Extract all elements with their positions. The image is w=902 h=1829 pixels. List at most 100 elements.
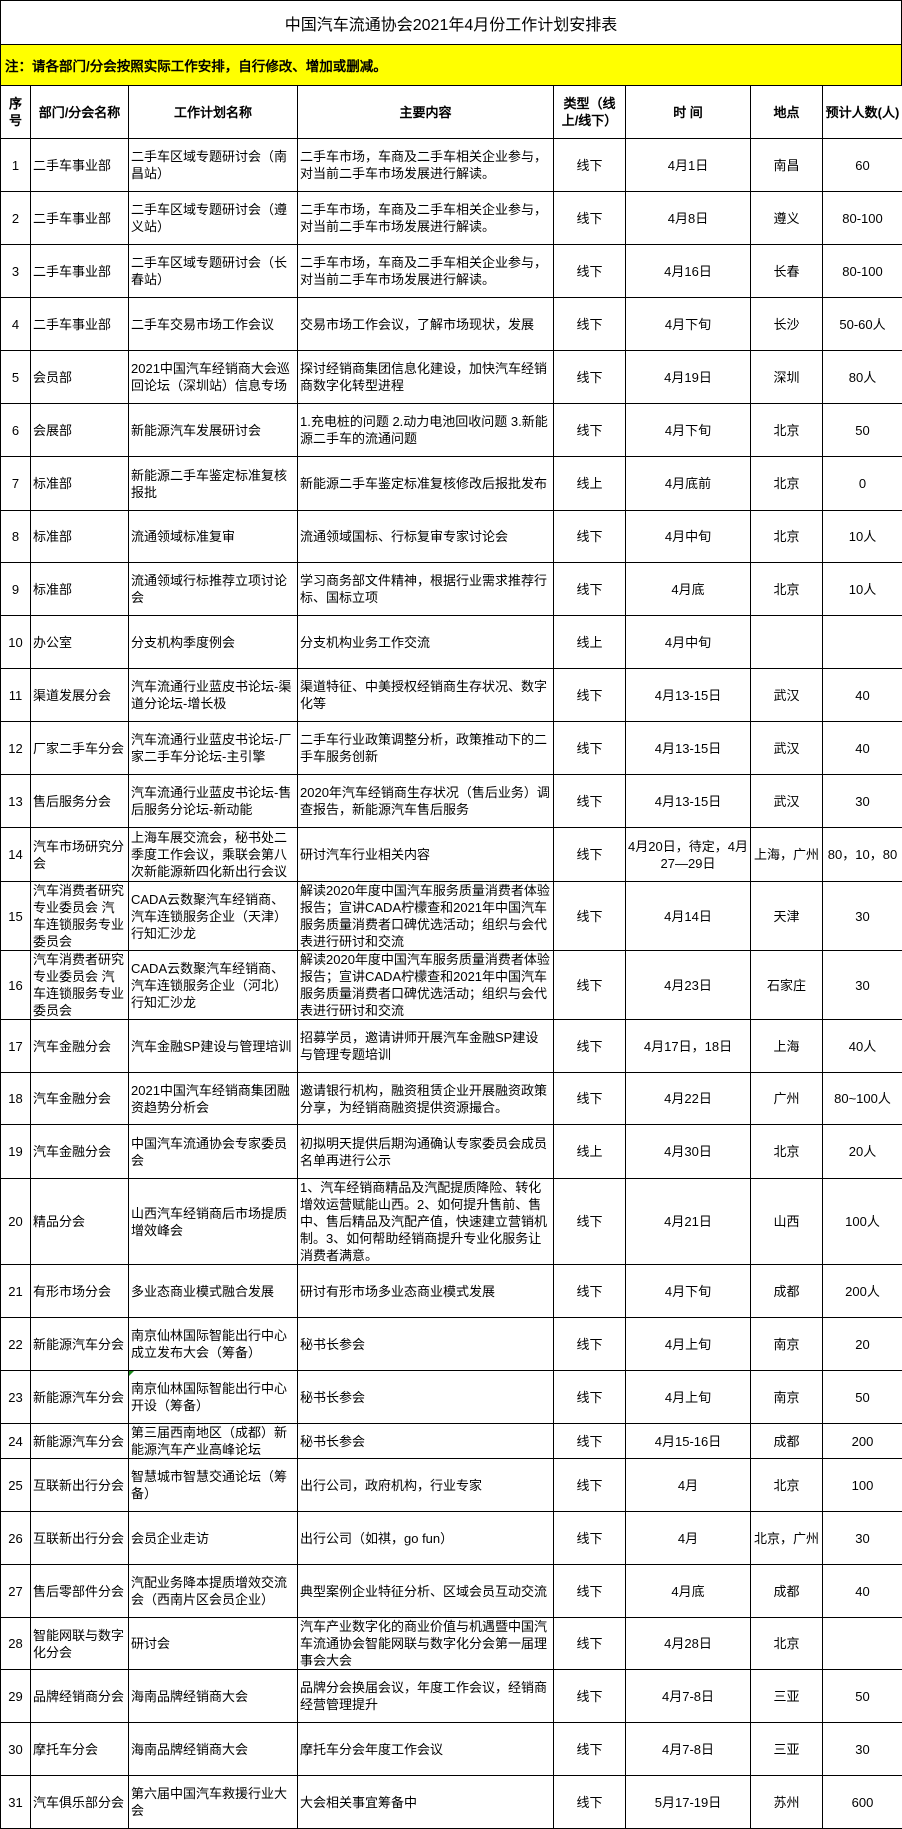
cell-content[interactable]: 新能源二手车鉴定标准复核修改后报批发布 (298, 457, 554, 511)
cell-type[interactable]: 线下 (554, 775, 626, 828)
cell-content[interactable]: 解读2020年度中国汽车服务质量消费者体验报告；宣讲CADA柠檬查和2021年中… (298, 951, 554, 1020)
cell-type[interactable]: 线下 (554, 351, 626, 404)
cell-index[interactable]: 25 (1, 1459, 31, 1512)
cell-location[interactable]: 北京 (751, 404, 823, 457)
cell-content[interactable]: 品牌分会换届会议，年度工作会议，经销商经营管理提升 (298, 1670, 554, 1723)
cell-content[interactable]: 1.充电桩的问题 2.动力电池回收问题 3.新能源二手车的流通问题 (298, 404, 554, 457)
cell-type[interactable]: 线下 (554, 1512, 626, 1565)
cell-time[interactable]: 4月7-8日 (626, 1723, 751, 1776)
cell-location[interactable]: 北京 (751, 511, 823, 563)
cell-index[interactable]: 24 (1, 1424, 31, 1459)
cell-time[interactable]: 4月下旬 (626, 298, 751, 351)
cell-index[interactable]: 11 (1, 669, 31, 722)
cell-content[interactable]: 汽车产业数字化的商业价值与机遇暨中国汽车流通协会智能网联与数字化分会第一届理事会… (298, 1618, 554, 1670)
cell-plan-name[interactable]: 智慧城市智慧交通论坛（筹备） (129, 1459, 298, 1512)
cell-plan-name[interactable]: 研讨会 (129, 1618, 298, 1670)
cell-attendees[interactable]: 80~100人 (823, 1073, 902, 1125)
cell-department[interactable]: 新能源汽车分会 (31, 1424, 129, 1459)
cell-location[interactable]: 北京 (751, 563, 823, 616)
cell-index[interactable]: 29 (1, 1670, 31, 1723)
cell-department[interactable]: 渠道发展分会 (31, 669, 129, 722)
cell-content[interactable]: 2020年汽车经销商生存状况（售后业务）调查报告，新能源汽车售后服务 (298, 775, 554, 828)
cell-location[interactable] (751, 616, 823, 669)
cell-department[interactable]: 有形市场分会 (31, 1265, 129, 1318)
cell-content[interactable]: 探讨经销商集团信息化建设，加快汽车经销商数字化转型进程 (298, 351, 554, 404)
cell-plan-name[interactable]: 汽车金融SP建设与管理培训 (129, 1020, 298, 1073)
cell-plan-name[interactable]: 汽车流通行业蓝皮书论坛-渠道分论坛-增长极 (129, 669, 298, 722)
cell-department[interactable]: 互联新出行分会 (31, 1459, 129, 1512)
cell-content[interactable]: 初拟明天提供后期沟通确认专家委员会成员名单再进行公示 (298, 1125, 554, 1179)
cell-location[interactable]: 山西 (751, 1179, 823, 1265)
cell-time[interactable]: 4月下旬 (626, 1265, 751, 1318)
cell-plan-name[interactable]: 汽车流通行业蓝皮书论坛-厂家二手车分论坛-主引擎 (129, 722, 298, 775)
cell-index[interactable]: 18 (1, 1073, 31, 1125)
cell-plan-name[interactable]: 二手车区域专题研讨会（南昌站） (129, 139, 298, 192)
cell-plan-name[interactable]: 新能源二手车鉴定标准复核报批 (129, 457, 298, 511)
cell-location[interactable]: 武汉 (751, 669, 823, 722)
cell-department[interactable]: 二手车事业部 (31, 139, 129, 192)
cell-location[interactable]: 上海 (751, 1020, 823, 1073)
cell-type[interactable]: 线下 (554, 951, 626, 1020)
cell-type[interactable]: 线下 (554, 1670, 626, 1723)
cell-time[interactable]: 4月13-15日 (626, 775, 751, 828)
cell-attendees[interactable]: 100人 (823, 1179, 902, 1265)
cell-department[interactable]: 汽车俱乐部分会 (31, 1776, 129, 1829)
cell-index[interactable]: 14 (1, 828, 31, 882)
cell-type[interactable]: 线下 (554, 1371, 626, 1424)
cell-attendees[interactable]: 80，10，80 (823, 828, 902, 882)
cell-department[interactable]: 品牌经销商分会 (31, 1670, 129, 1723)
cell-location[interactable]: 三亚 (751, 1723, 823, 1776)
cell-department[interactable]: 标准部 (31, 457, 129, 511)
cell-location[interactable]: 遵义 (751, 192, 823, 245)
cell-location[interactable]: 武汉 (751, 722, 823, 775)
cell-content[interactable]: 交易市场工作会议，了解市场现状，发展 (298, 298, 554, 351)
cell-type[interactable]: 线下 (554, 1776, 626, 1829)
cell-index[interactable]: 22 (1, 1318, 31, 1371)
cell-attendees[interactable]: 10人 (823, 563, 902, 616)
cell-time[interactable]: 4月上旬 (626, 1371, 751, 1424)
cell-content[interactable]: 解读2020年度中国汽车服务质量消费者体验报告；宣讲CADA柠檬查和2021年中… (298, 882, 554, 951)
cell-index[interactable]: 1 (1, 139, 31, 192)
cell-index[interactable]: 19 (1, 1125, 31, 1179)
cell-plan-name[interactable]: CADA云数聚汽车经销商、汽车连锁服务企业（天津）行知汇沙龙 (129, 882, 298, 951)
cell-index[interactable]: 30 (1, 1723, 31, 1776)
cell-location[interactable]: 广州 (751, 1073, 823, 1125)
cell-attendees[interactable]: 30 (823, 951, 902, 1020)
cell-index[interactable]: 2 (1, 192, 31, 245)
cell-department[interactable]: 摩托车分会 (31, 1723, 129, 1776)
cell-department[interactable]: 汽车金融分会 (31, 1020, 129, 1073)
cell-attendees[interactable]: 50-60人 (823, 298, 902, 351)
cell-type[interactable]: 线下 (554, 298, 626, 351)
cell-department[interactable]: 汽车市场研究分会 (31, 828, 129, 882)
cell-department[interactable]: 二手车事业部 (31, 192, 129, 245)
cell-attendees[interactable]: 30 (823, 1512, 902, 1565)
cell-plan-name[interactable]: 流通领域行标推荐立项讨论会 (129, 563, 298, 616)
cell-content[interactable]: 秘书长参会 (298, 1371, 554, 1424)
cell-index[interactable]: 16 (1, 951, 31, 1020)
cell-attendees[interactable]: 20人 (823, 1125, 902, 1179)
cell-time[interactable]: 4月22日 (626, 1073, 751, 1125)
cell-plan-name[interactable]: 汽车流通行业蓝皮书论坛-售后服务分论坛-新动能 (129, 775, 298, 828)
cell-location[interactable]: 石家庄 (751, 951, 823, 1020)
cell-type[interactable]: 线下 (554, 1723, 626, 1776)
cell-index[interactable]: 7 (1, 457, 31, 511)
cell-time[interactable]: 4月13-15日 (626, 722, 751, 775)
cell-content[interactable]: 研讨有形市场多业态商业模式发展 (298, 1265, 554, 1318)
cell-time[interactable]: 4月17日，18日 (626, 1020, 751, 1073)
cell-plan-name[interactable]: 南京仙林国际智能出行中心开设（筹备） (129, 1371, 298, 1424)
cell-type[interactable]: 线下 (554, 1318, 626, 1371)
cell-content[interactable]: 邀请银行机构，融资租赁企业开展融资政策分享，为经销商融资提供资源撮合。 (298, 1073, 554, 1125)
cell-location[interactable]: 南京 (751, 1318, 823, 1371)
cell-attendees[interactable]: 50 (823, 1670, 902, 1723)
cell-time[interactable]: 4月 (626, 1512, 751, 1565)
cell-type[interactable]: 线下 (554, 404, 626, 457)
cell-attendees[interactable]: 600 (823, 1776, 902, 1829)
cell-time[interactable]: 4月23日 (626, 951, 751, 1020)
cell-location[interactable]: 成都 (751, 1565, 823, 1618)
cell-location[interactable]: 三亚 (751, 1670, 823, 1723)
cell-plan-name[interactable]: 2021中国汽车经销商大会巡回论坛（深圳站）信息专场 (129, 351, 298, 404)
cell-index[interactable]: 6 (1, 404, 31, 457)
cell-department[interactable]: 会员部 (31, 351, 129, 404)
cell-location[interactable]: 武汉 (751, 775, 823, 828)
cell-attendees[interactable]: 80-100 (823, 245, 902, 298)
